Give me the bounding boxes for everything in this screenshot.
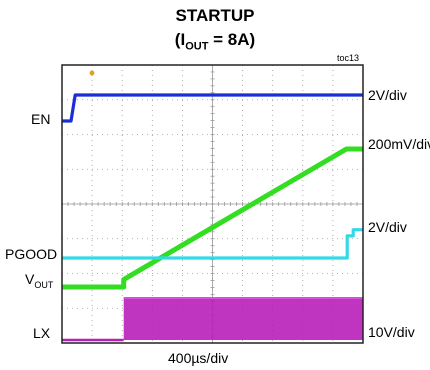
scale-en: 2V/div bbox=[368, 87, 407, 103]
subtitle-suffix: = 8A) bbox=[208, 30, 256, 49]
scale-pgood: 2V/div bbox=[368, 219, 407, 235]
x-axis-label: 400µs/div bbox=[168, 350, 229, 366]
subtitle-prefix: (I bbox=[174, 30, 186, 49]
chart-title: STARTUP bbox=[175, 6, 255, 25]
plot-frame bbox=[61, 64, 364, 344]
subtitle-subscript: OUT bbox=[185, 40, 209, 53]
figure-id: toc13 bbox=[337, 53, 360, 63]
label-pgood: PGOOD bbox=[5, 246, 58, 262]
label-en: EN bbox=[31, 111, 51, 127]
trace-vout bbox=[62, 146, 363, 290]
trace-en bbox=[62, 93, 363, 123]
trace-pgood bbox=[62, 228, 363, 260]
label-vout-main: V bbox=[25, 271, 35, 287]
label-vout-sub: OUT bbox=[34, 279, 54, 290]
trigger-marker bbox=[89, 70, 95, 76]
chart-subtitle: (IOUT = 8A) bbox=[0, 30, 430, 52]
label-lx: LX bbox=[33, 325, 51, 341]
scale-vout: 200mV/div bbox=[368, 136, 430, 152]
trace-lx-switching bbox=[123, 298, 363, 340]
scale-lx: 10V/div bbox=[368, 324, 415, 340]
label-vout: VOUT bbox=[25, 271, 53, 290]
